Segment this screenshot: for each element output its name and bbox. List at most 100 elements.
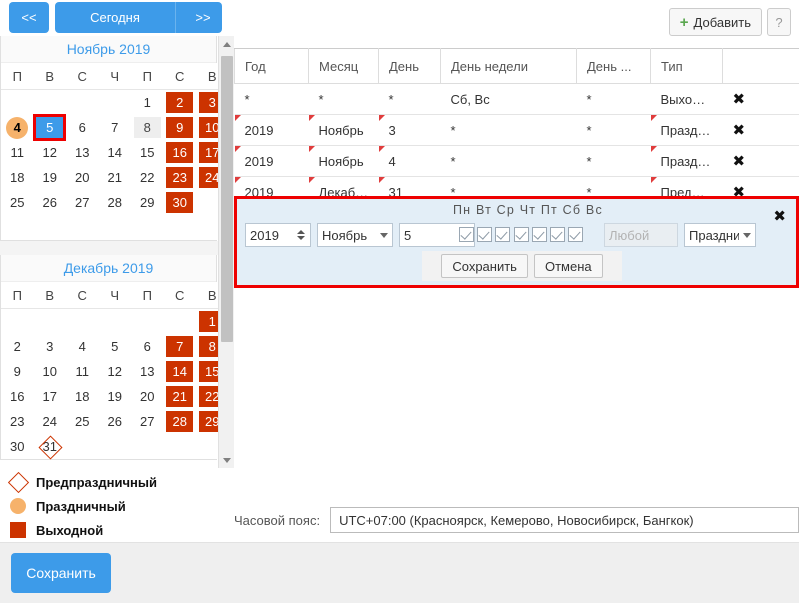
calendar-day-cell[interactable]: 18 — [66, 384, 99, 409]
calendar-day-cell[interactable]: 8 — [131, 115, 164, 140]
calendar-day-cell[interactable]: 18 — [1, 165, 34, 190]
calendar-day-cell[interactable]: 20 — [131, 384, 164, 409]
calendar-day-cell[interactable]: 28 — [163, 409, 196, 434]
column-header[interactable]: День — [378, 48, 441, 84]
calendar-day-cell[interactable]: 4 — [66, 334, 99, 359]
cell-day[interactable]: 4 — [378, 145, 441, 177]
cell-year[interactable]: 2019 — [234, 145, 309, 177]
column-header[interactable]: Месяц — [308, 48, 379, 84]
calendar-day-cell[interactable]: 11 — [66, 359, 99, 384]
save-button[interactable]: Сохранить — [11, 553, 111, 593]
cell-month[interactable]: * — [308, 83, 379, 115]
calendar-day-cell[interactable]: 13 — [66, 140, 99, 165]
calendar-day-cell[interactable]: 12 — [33, 140, 66, 165]
calendar-scroll-area[interactable]: Ноябрь 2019 П В С Ч П С В 1 2 3 4 5 6 7 8 9 10 11 12 13 14 15 1… — [0, 36, 234, 468]
cell-weekday[interactable]: Сб, Вс — [440, 83, 577, 115]
cell-day[interactable]: 3 — [378, 114, 441, 146]
table-row[interactable]: 2019 Ноябрь 3 * * Празд… ✖ — [234, 114, 799, 146]
calendar-day-cell[interactable]: 16 — [1, 384, 34, 409]
weekday-checkbox-5[interactable] — [549, 227, 565, 242]
cell-dayn[interactable]: * — [576, 83, 651, 115]
calendar-day-cell[interactable]: 21 — [163, 384, 196, 409]
weekday-checkbox-4[interactable] — [531, 227, 547, 242]
calendar-day-cell[interactable]: 13 — [131, 359, 164, 384]
delete-icon[interactable]: ✖ — [732, 152, 746, 170]
cell-type[interactable]: Празд… — [650, 114, 723, 146]
cell-month[interactable]: Ноябрь — [308, 145, 379, 177]
calendar-day-cell[interactable]: 9 — [163, 115, 196, 140]
day-number-input[interactable]: Любой — [604, 223, 678, 247]
calendar-day-cell[interactable]: 30 — [163, 190, 196, 215]
cell-weekday[interactable]: * — [440, 114, 577, 146]
weekday-checkbox-3[interactable] — [513, 227, 529, 242]
calendar-day-cell[interactable]: 5 — [98, 334, 131, 359]
calendar-day-cell[interactable]: 14 — [98, 140, 131, 165]
calendar-day-cell[interactable]: 14 — [163, 359, 196, 384]
cell-weekday[interactable]: * — [440, 145, 577, 177]
calendar-day-cell[interactable]: 3 — [33, 334, 66, 359]
column-header[interactable]: День ... — [576, 48, 651, 84]
stepper-arrows-icon[interactable] — [296, 230, 306, 240]
today-button[interactable]: Сегодня — [55, 2, 175, 33]
calendar-day-cell[interactable]: 7 — [163, 334, 196, 359]
weekday-checkbox-1[interactable] — [477, 227, 493, 242]
delete-icon[interactable]: ✖ — [732, 90, 746, 108]
scrollbar-thumb[interactable] — [221, 56, 233, 342]
cell-dayn[interactable]: * — [576, 145, 651, 177]
weekday-checkbox-0[interactable] — [459, 227, 474, 242]
calendar-day-cell[interactable]: 17 — [33, 384, 66, 409]
calendar-day-cell[interactable]: 28 — [98, 190, 131, 215]
calendar-day-cell[interactable]: 29 — [131, 190, 164, 215]
calendar-day-cell[interactable]: 1 — [131, 89, 164, 115]
table-row[interactable]: * * * Сб, Вс * Выхо… ✖ — [234, 83, 799, 115]
column-header[interactable]: Тип — [650, 48, 723, 84]
scroll-down-arrow-icon[interactable] — [219, 452, 235, 468]
calendar-day-cell[interactable]: 2 — [163, 89, 196, 115]
column-header[interactable]: День недели — [440, 48, 577, 84]
calendar-day-cell[interactable]: 11 — [1, 140, 34, 165]
column-header[interactable]: Год — [234, 48, 309, 84]
table-row[interactable]: 2019 Ноябрь 4 * * Празд… ✖ — [234, 145, 799, 177]
calendar-day-cell[interactable]: 31 — [33, 434, 66, 459]
cell-type[interactable]: Празд… — [650, 145, 723, 177]
cell-type[interactable]: Выхо… — [650, 83, 723, 115]
edit-cancel-button[interactable]: Отмена — [533, 254, 603, 278]
month-select[interactable]: Ноябрь — [317, 223, 393, 247]
cell-day[interactable]: * — [378, 83, 441, 115]
calendar-day-cell[interactable]: 27 — [66, 190, 99, 215]
calendar-day-cell[interactable]: 19 — [33, 165, 66, 190]
delete-icon[interactable]: ✖ — [732, 121, 746, 139]
close-icon[interactable]: ✖ — [773, 208, 786, 225]
calendar-scrollbar[interactable] — [218, 36, 235, 468]
calendar-day-cell[interactable]: 19 — [98, 384, 131, 409]
calendar-day-cell[interactable]: 12 — [98, 359, 131, 384]
calendar-day-cell[interactable]: 26 — [98, 409, 131, 434]
delete-row-cell[interactable]: ✖ — [722, 83, 799, 115]
cell-year[interactable]: * — [234, 83, 309, 115]
calendar-day-cell[interactable]: 23 — [1, 409, 34, 434]
delete-row-cell[interactable]: ✖ — [722, 145, 799, 177]
calendar-day-cell[interactable]: 21 — [98, 165, 131, 190]
calendar-day-cell[interactable]: 16 — [163, 140, 196, 165]
calendar-day-cell[interactable]: 22 — [131, 165, 164, 190]
weekday-checkbox-6[interactable] — [568, 227, 584, 242]
calendar-day-cell[interactable]: 6 — [131, 334, 164, 359]
timezone-select[interactable]: UTC+07:00 (Красноярск, Кемерово, Новосиб… — [330, 507, 799, 533]
calendar-day-cell[interactable]: 24 — [33, 409, 66, 434]
calendar-day-cell[interactable]: 25 — [1, 190, 34, 215]
edit-save-button[interactable]: Сохранить — [441, 254, 528, 278]
cell-year[interactable]: 2019 — [234, 114, 309, 146]
calendar-day-cell[interactable]: 5 — [33, 115, 66, 140]
calendar-day-cell[interactable]: 15 — [131, 140, 164, 165]
prev-period-button[interactable]: << — [9, 2, 49, 33]
calendar-day-cell[interactable]: 25 — [66, 409, 99, 434]
calendar-day-cell[interactable]: 6 — [66, 115, 99, 140]
column-header[interactable] — [722, 48, 799, 84]
next-period-button[interactable]: >> — [184, 2, 222, 33]
calendar-day-cell[interactable]: 26 — [33, 190, 66, 215]
help-button[interactable]: ? — [767, 8, 791, 36]
calendar-day-cell[interactable]: 10 — [33, 359, 66, 384]
calendar-day-cell[interactable]: 23 — [163, 165, 196, 190]
calendar-day-cell[interactable]: 4 — [1, 115, 34, 140]
calendar-day-cell[interactable]: 27 — [131, 409, 164, 434]
